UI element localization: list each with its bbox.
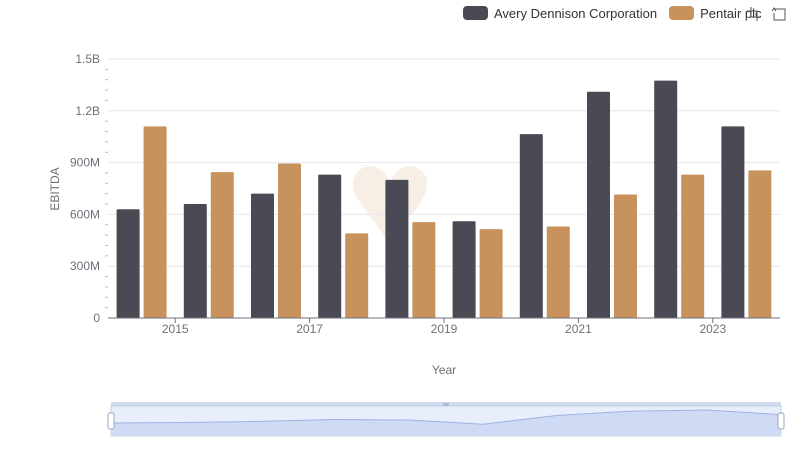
bar-pentair-2017[interactable]: [345, 233, 369, 318]
bar-avery-2017[interactable]: [318, 174, 342, 318]
bar-pentair-2014[interactable]: [143, 126, 167, 318]
bar-pentair-2022[interactable]: [681, 174, 705, 318]
bar-avery-2015[interactable]: [183, 204, 207, 318]
bar-avery-2022[interactable]: [654, 80, 678, 318]
x-tick-label: 2015: [162, 322, 189, 336]
slider-drag-grip[interactable]: [443, 403, 449, 406]
bar-pentair-2021[interactable]: [614, 194, 637, 318]
y-tick-label: 1.5B: [75, 52, 100, 66]
bar-pentair-2015[interactable]: [210, 172, 234, 318]
bar-pentair-2016[interactable]: [278, 163, 301, 318]
slider-preview-line: [110, 409, 782, 425]
slider-preview-area: [111, 410, 781, 436]
bar-avery-2021[interactable]: [587, 91, 610, 318]
bar-pentair-2020[interactable]: [546, 226, 570, 318]
legend-swatch-pentair: [669, 6, 695, 20]
slider-handle-right[interactable]: [777, 412, 785, 430]
bar-avery-2018[interactable]: [385, 179, 409, 318]
legend-label-avery: Avery Dennison Corporation: [494, 5, 658, 21]
y-tick-label: 600M: [70, 207, 100, 221]
legend-item-pentair[interactable]: Pentair plc: [669, 5, 762, 21]
bar-avery-2019[interactable]: [452, 221, 476, 318]
x-tick-label: 2021: [565, 322, 592, 336]
y-axis-label: EBITDA: [48, 167, 62, 210]
x-tick-label: 2019: [431, 322, 458, 336]
x-tick-label: 2023: [699, 322, 726, 336]
y-tick-label: 1.2B: [75, 104, 100, 118]
bar-pentair-2018[interactable]: [412, 222, 436, 318]
bar-avery-2020[interactable]: [519, 134, 543, 318]
zoom-crosshair-icon[interactable]: [746, 6, 762, 22]
legend-label-pentair: Pentair plc: [700, 5, 762, 21]
x-axis-label: Year: [432, 363, 456, 377]
legend-item-avery[interactable]: Avery Dennison Corporation: [463, 6, 657, 21]
y-tick-label: 300M: [70, 259, 100, 273]
toolbox: [746, 6, 787, 22]
x-tick-label: 2017: [296, 322, 323, 336]
bar-avery-2014[interactable]: [116, 209, 140, 318]
bar-pentair-2023[interactable]: [748, 170, 772, 318]
y-tick-label: 900M: [70, 156, 100, 170]
bar-pentair-2019[interactable]: [479, 229, 503, 318]
legend: Avery Dennison Corporation Pentair plc: [463, 4, 774, 22]
slider-handle-left[interactable]: [107, 412, 115, 430]
bar-avery-2016[interactable]: [251, 193, 274, 318]
bar-avery-2023[interactable]: [721, 126, 745, 318]
legend-swatch-avery: [463, 6, 488, 20]
restore-arrow-icon[interactable]: [771, 6, 787, 22]
y-tick-label: 0: [93, 311, 100, 325]
